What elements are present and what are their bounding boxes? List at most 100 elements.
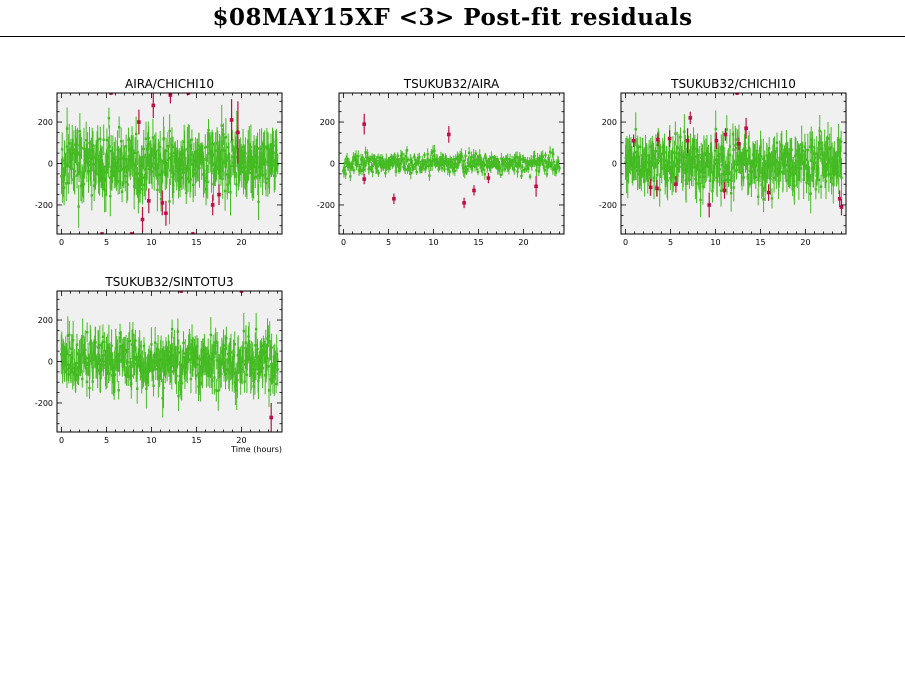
data-point bbox=[118, 332, 122, 335]
data-point bbox=[812, 152, 816, 155]
data-point bbox=[258, 164, 262, 168]
data-point bbox=[262, 163, 266, 166]
data-point bbox=[171, 183, 175, 187]
outlier-point bbox=[631, 138, 636, 143]
data-point bbox=[92, 348, 96, 351]
data-point bbox=[462, 159, 466, 163]
data-point bbox=[252, 177, 255, 180]
data-point bbox=[162, 137, 166, 140]
data-point bbox=[437, 168, 440, 171]
data-point bbox=[803, 145, 807, 148]
data-point bbox=[409, 171, 413, 175]
data-point bbox=[179, 167, 182, 171]
data-point bbox=[480, 160, 483, 164]
data-point bbox=[420, 167, 424, 170]
data-point bbox=[723, 166, 726, 169]
data-point bbox=[695, 182, 698, 185]
data-point bbox=[425, 164, 428, 168]
data-point bbox=[405, 159, 408, 162]
title-divider bbox=[0, 36, 905, 37]
data-point bbox=[239, 363, 242, 366]
data-point bbox=[489, 166, 492, 169]
data-point bbox=[223, 344, 227, 347]
data-point bbox=[231, 139, 234, 142]
data-point bbox=[414, 163, 418, 166]
data-point bbox=[98, 343, 102, 347]
data-point bbox=[737, 162, 740, 166]
data-point bbox=[213, 376, 216, 379]
data-point bbox=[775, 172, 778, 176]
data-point bbox=[60, 353, 63, 356]
data-point bbox=[650, 159, 654, 163]
data-point bbox=[759, 155, 763, 158]
data-point bbox=[261, 366, 265, 370]
data-point bbox=[643, 160, 646, 164]
data-point bbox=[467, 158, 470, 161]
data-point bbox=[239, 380, 242, 384]
residual-panel-1: 0 5 10 15 20 -200 0 200 AIRA/CHICHI10 bbox=[35, 77, 283, 247]
data-point bbox=[718, 168, 721, 171]
data-point bbox=[86, 148, 89, 151]
data-point bbox=[839, 160, 842, 163]
data-point bbox=[172, 173, 175, 176]
data-point bbox=[213, 162, 216, 166]
data-point bbox=[740, 171, 743, 175]
data-point bbox=[138, 344, 141, 348]
x-tick-label: 20 bbox=[518, 238, 528, 247]
data-point bbox=[267, 164, 271, 168]
outlier-point bbox=[766, 190, 771, 195]
data-point bbox=[827, 173, 831, 176]
data-layer bbox=[342, 113, 561, 209]
data-point bbox=[236, 378, 239, 382]
data-point bbox=[165, 172, 169, 175]
data-point bbox=[376, 165, 379, 168]
data-point bbox=[701, 163, 704, 166]
data-point bbox=[712, 165, 716, 168]
data-point bbox=[398, 163, 402, 166]
data-point bbox=[130, 374, 133, 377]
data-point bbox=[208, 142, 211, 145]
data-point bbox=[395, 165, 398, 168]
data-point bbox=[766, 166, 770, 170]
data-point bbox=[781, 170, 785, 173]
data-point bbox=[356, 161, 359, 164]
x-tick-label: 10 bbox=[146, 238, 156, 247]
data-point bbox=[734, 144, 737, 147]
data-point bbox=[251, 155, 255, 159]
data-point bbox=[773, 150, 776, 153]
data-point bbox=[494, 163, 498, 166]
data-point bbox=[693, 147, 697, 150]
data-point bbox=[713, 149, 717, 153]
data-point bbox=[274, 364, 277, 367]
data-point bbox=[666, 179, 669, 182]
data-point bbox=[390, 155, 393, 159]
data-point bbox=[741, 158, 744, 162]
data-point bbox=[363, 164, 367, 167]
data-point bbox=[374, 166, 378, 170]
data-point bbox=[629, 151, 633, 154]
data-point bbox=[149, 359, 152, 363]
data-point bbox=[363, 161, 366, 164]
data-point bbox=[406, 158, 410, 161]
data-point bbox=[254, 344, 257, 347]
data-point bbox=[159, 197, 163, 201]
data-point bbox=[262, 142, 265, 146]
outlier-point bbox=[217, 192, 221, 197]
data-point bbox=[826, 137, 830, 140]
data-point bbox=[367, 159, 370, 162]
data-point bbox=[754, 175, 758, 179]
data-point bbox=[728, 145, 732, 148]
outlier-point bbox=[392, 196, 396, 201]
data-point bbox=[217, 150, 221, 153]
y-tick-label: 200 bbox=[38, 316, 53, 325]
data-point bbox=[520, 170, 524, 173]
data-point bbox=[817, 157, 820, 160]
data-point bbox=[194, 151, 198, 154]
data-point bbox=[543, 168, 546, 172]
data-point bbox=[684, 182, 688, 186]
data-point bbox=[176, 160, 180, 163]
data-point bbox=[79, 356, 82, 359]
data-point bbox=[148, 362, 151, 366]
data-point bbox=[128, 365, 132, 368]
data-point bbox=[144, 175, 147, 178]
